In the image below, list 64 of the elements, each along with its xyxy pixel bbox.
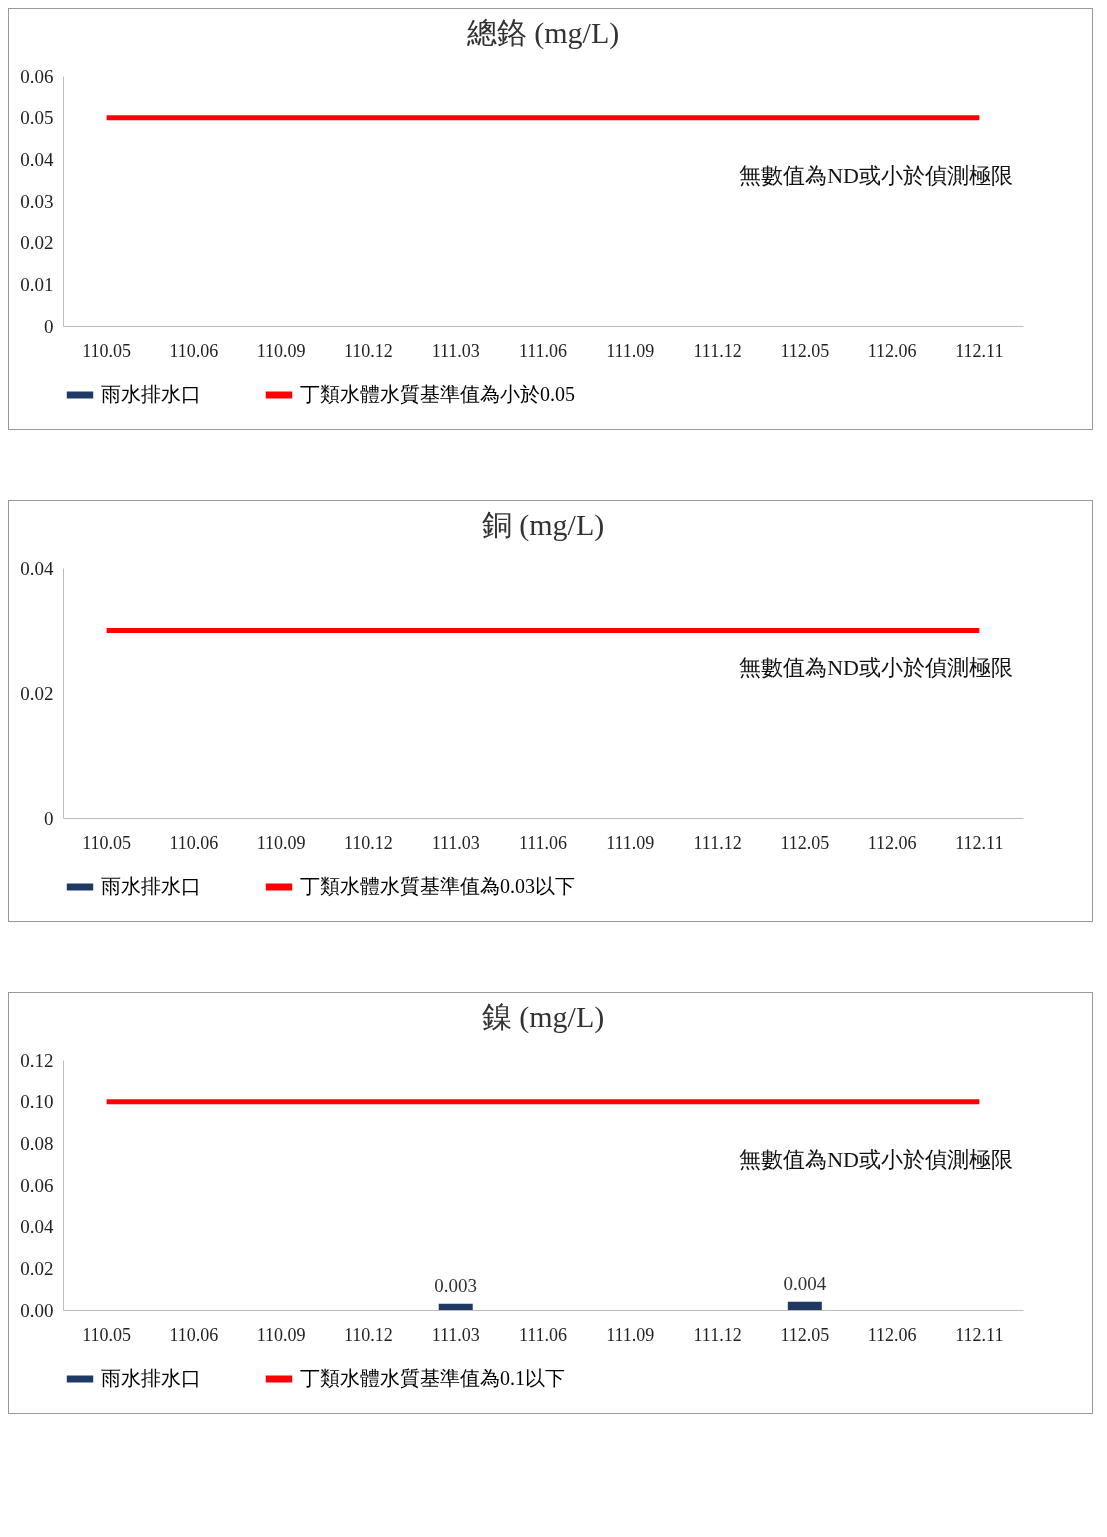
y-tick-label: 0 [44,807,54,829]
x-tick-label: 110.12 [344,340,393,361]
y-tick-label: 0.02 [20,682,54,704]
chart-title: 鎳 (mg/L) [481,1000,605,1034]
x-tick-label: 112.05 [780,1324,830,1345]
x-tick-label: 112.05 [780,340,830,361]
annotation: 無數值為ND或小於偵測極限 [739,163,1013,188]
y-tick-label: 0.10 [20,1091,54,1113]
x-tick-label: 112.06 [867,1324,917,1345]
data-label: 0.004 [783,1272,827,1294]
y-tick-label: 0.04 [20,148,54,170]
x-tick-label: 110.09 [256,1324,306,1345]
annotation: 無數值為ND或小於偵測極限 [739,655,1013,680]
y-tick-label: 0.05 [20,107,54,129]
chart-title: 銅 (mg/L) [481,508,605,542]
x-tick-label: 111.12 [693,832,742,853]
x-tick-label: 112.06 [867,340,917,361]
legend-label: 雨水排水口 [101,875,201,897]
data-label: 0.003 [434,1274,478,1296]
x-tick-label: 111.09 [606,832,655,853]
y-tick-label: 0.01 [20,273,54,295]
x-tick-label: 112.11 [955,832,1004,853]
x-tick-label: 111.12 [693,340,742,361]
x-tick-label: 110.06 [169,340,219,361]
y-tick-label: 0.02 [20,1257,54,1279]
y-tick-label: 0.04 [20,557,54,579]
x-tick-label: 111.06 [518,1324,568,1345]
y-tick-label: 0.03 [20,190,54,212]
y-tick-label: 0.00 [20,1299,54,1321]
y-tick-label: 0.06 [20,65,54,87]
legend-label: 雨水排水口 [101,383,201,405]
annotation: 無數值為ND或小於偵測極限 [739,1147,1013,1172]
x-tick-label: 110.09 [256,340,306,361]
legend-label: 雨水排水口 [101,1367,201,1389]
x-tick-label: 110.09 [256,832,306,853]
x-tick-label: 111.03 [431,1324,480,1345]
x-tick-label: 111.06 [518,340,568,361]
x-tick-label: 112.05 [780,832,830,853]
y-tick-label: 0.08 [20,1132,54,1154]
legend-label: 丁類水體水質基準值為0.1以下 [300,1367,565,1389]
y-tick-label: 0.02 [20,232,54,254]
x-tick-label: 110.12 [344,832,393,853]
x-tick-label: 111.03 [431,832,480,853]
y-tick-label: 0.12 [20,1049,54,1071]
y-tick-label: 0 [44,315,54,337]
x-tick-label: 110.05 [82,832,132,853]
legend-label: 丁類水體水質基準值為小於0.05 [300,383,575,405]
x-tick-label: 111.09 [606,340,655,361]
y-tick-label: 0.04 [20,1216,54,1238]
x-tick-label: 112.11 [955,1324,1004,1345]
x-tick-label: 110.05 [82,340,132,361]
legend-label: 丁類水體水質基準值為0.03以下 [300,875,575,897]
chart-title: 總鉻 (mg/L) [465,16,620,50]
x-tick-label: 110.06 [169,1324,219,1345]
x-tick-label: 111.06 [518,832,568,853]
x-tick-label: 111.12 [693,1324,742,1345]
x-tick-label: 112.11 [955,340,1004,361]
x-tick-label: 110.05 [82,1324,132,1345]
x-tick-label: 111.03 [431,340,480,361]
x-tick-label: 110.06 [169,832,219,853]
x-tick-label: 110.12 [344,1324,393,1345]
y-tick-label: 0.06 [20,1174,54,1196]
x-tick-label: 112.06 [867,832,917,853]
x-tick-label: 111.09 [606,1324,655,1345]
